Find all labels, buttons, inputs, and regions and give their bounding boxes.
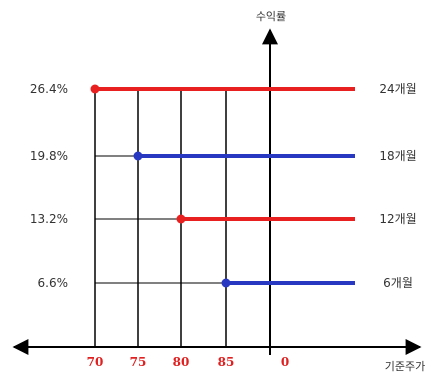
x-tick-label: 75 <box>130 355 147 369</box>
x-tick-label: 70 <box>87 355 104 369</box>
series-label: 24개월 <box>379 82 416 96</box>
y-tick-label: 13.2% <box>30 212 68 226</box>
x-tick-label: 0 <box>281 355 289 369</box>
series-label: 12개월 <box>379 212 416 226</box>
x-axis-label: 기준주가 <box>385 360 425 373</box>
y-tick-label: 19.8% <box>30 149 68 163</box>
x-tick-label: 80 <box>173 355 190 369</box>
y-tick-labels: 26.4% 19.8% 13.2% 6.6% <box>30 82 68 290</box>
y-axis-label: 수익률 <box>256 10 286 23</box>
series-label: 18개월 <box>379 149 416 163</box>
series-markers <box>90 84 231 288</box>
series-start-marker-4 <box>221 278 231 288</box>
series-lines <box>95 87 355 285</box>
y-tick-label: 6.6% <box>38 276 69 290</box>
x-tick-labels: 70 75 80 85 0 <box>87 355 290 369</box>
series-labels: 24개월 18개월 12개월 6개월 <box>379 82 416 290</box>
series-start-marker-1 <box>90 84 100 94</box>
y-tick-label: 26.4% <box>30 82 68 96</box>
series-start-marker-2 <box>133 151 143 161</box>
x-tick-label: 85 <box>218 355 235 369</box>
series-label: 6개월 <box>383 276 413 290</box>
series-start-marker-3 <box>176 214 186 224</box>
